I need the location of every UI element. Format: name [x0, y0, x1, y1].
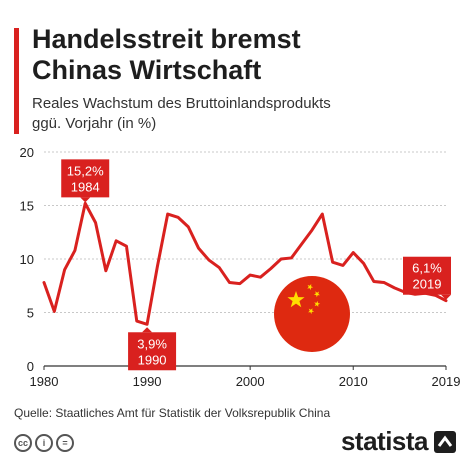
callout-box: [403, 256, 451, 295]
callout-year: 1990: [138, 352, 167, 367]
x-tick-label: 1990: [133, 374, 162, 389]
callout-year: 1984: [71, 179, 100, 194]
x-tick-label: 2010: [339, 374, 368, 389]
series-layer: [42, 201, 448, 326]
callout-box: [61, 159, 110, 198]
chart-title: Handelsstreit bremst Chinas Wirtschaft: [32, 24, 452, 86]
x-tick-label: 2019: [432, 374, 461, 389]
x-tick-label: 2000: [236, 374, 265, 389]
title-line-2: Chinas Wirtschaft: [32, 55, 262, 85]
y-axis-ticks: 0 5 10 15 20: [20, 145, 34, 374]
flag-star: [308, 308, 315, 315]
x-axis-ticks: 1980 1990 2000 2010 2019: [30, 366, 461, 389]
series-line: [42, 201, 448, 326]
brand-logo[interactable]: statista: [341, 426, 456, 457]
flag-disc: [274, 276, 350, 352]
chart-subtitle: Reales Wachstum des Bruttoinlandsprodukt…: [32, 94, 452, 134]
statista-mark-icon: [434, 430, 456, 453]
nd-icon[interactable]: =: [56, 434, 74, 452]
annotations: 15,2%1984 3,9%1990 6,1%2019: [61, 159, 451, 371]
y-tick-label: 15: [20, 199, 34, 214]
callout-pointer: [80, 197, 91, 203]
callout-pointer: [142, 327, 153, 333]
flag-star: [313, 291, 320, 298]
callout-pointer: [441, 294, 451, 300]
flag-star: [307, 284, 314, 291]
y-tick-label: 5: [27, 306, 34, 321]
subtitle-line-2: ggü. Vorjahr (in %): [32, 115, 157, 132]
callout-1990: 3,9%1990: [128, 327, 177, 371]
y-tick-label: 0: [27, 359, 34, 374]
callout-value: 6,1%: [412, 261, 442, 276]
title-line-1: Handelsstreit bremst: [32, 24, 301, 54]
callout-box: [128, 332, 177, 371]
license-icons[interactable]: cc i =: [14, 434, 74, 452]
callout-2019: 6,1%2019: [403, 256, 451, 300]
brand-name: statista: [340, 426, 429, 456]
subtitle-line-1: Reales Wachstum des Bruttoinlandsprodukt…: [32, 95, 331, 112]
flag-star: [287, 291, 305, 308]
gridlines: [44, 151, 446, 367]
cc-icon[interactable]: cc: [14, 434, 32, 452]
y-tick-label: 10: [20, 252, 34, 267]
callout-year: 2019: [413, 277, 442, 292]
by-icon[interactable]: i: [35, 434, 53, 452]
callout-value: 15,2%: [67, 163, 104, 178]
flag-star: [314, 300, 321, 307]
callout-value: 3,9%: [137, 336, 167, 351]
source-note: Quelle: Staatliches Amt für Statistik de…: [14, 406, 331, 420]
china-flag-icon: [274, 276, 350, 352]
callout-1984: 15,2%1984: [61, 159, 110, 203]
y-tick-label: 20: [20, 145, 34, 160]
x-tick-label: 1980: [30, 374, 59, 389]
accent-bar: [14, 28, 19, 134]
